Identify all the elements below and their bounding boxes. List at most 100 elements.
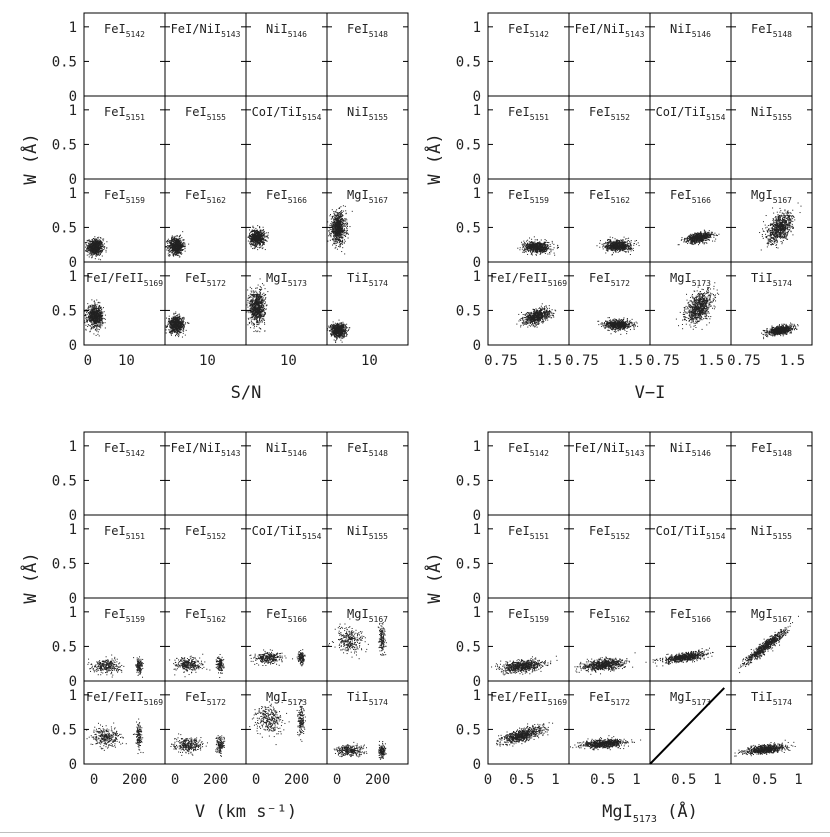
data-point — [171, 323, 173, 325]
data-point — [91, 316, 93, 318]
data-point — [252, 316, 254, 318]
data-point — [340, 218, 342, 220]
data-point — [178, 318, 180, 320]
data-point — [166, 239, 168, 241]
data-point — [85, 249, 87, 251]
data-point — [92, 323, 94, 325]
data-point — [90, 243, 92, 245]
data-point — [344, 232, 346, 234]
data-point — [345, 222, 347, 224]
data-point — [262, 244, 264, 246]
data-point — [252, 231, 254, 233]
data-point — [180, 248, 182, 250]
data-point — [98, 251, 100, 253]
data-point — [331, 231, 333, 233]
data-point — [261, 240, 263, 242]
data-point — [96, 320, 98, 322]
data-point — [263, 244, 265, 246]
data-point — [179, 252, 181, 254]
data-point — [259, 244, 261, 246]
data-point — [252, 324, 254, 326]
data-point — [258, 230, 260, 232]
data-point — [95, 309, 97, 311]
data-point — [254, 248, 256, 250]
data-point — [332, 238, 334, 240]
data-point — [335, 231, 337, 233]
data-point — [176, 326, 178, 328]
data-point — [182, 246, 184, 248]
data-point — [178, 244, 180, 246]
data-point — [174, 330, 176, 332]
data-point — [263, 231, 265, 233]
data-point — [94, 325, 96, 327]
data-point — [250, 309, 252, 311]
data-point — [264, 239, 266, 241]
data-point — [99, 318, 101, 320]
data-point — [342, 225, 344, 227]
data-point — [338, 236, 340, 238]
data-point — [262, 232, 264, 234]
data-point — [257, 330, 259, 332]
data-point — [95, 309, 97, 311]
data-point — [333, 239, 335, 241]
data-point — [265, 293, 267, 295]
data-point — [94, 315, 96, 317]
data-point — [250, 321, 252, 323]
data-point — [92, 307, 94, 309]
data-point — [96, 304, 98, 306]
data-point — [178, 248, 180, 250]
data-point — [338, 245, 340, 247]
data-point — [341, 215, 343, 217]
data-point — [256, 244, 258, 246]
data-point — [167, 318, 169, 320]
data-point — [178, 326, 180, 328]
data-point — [93, 316, 95, 318]
data-point — [98, 245, 100, 247]
data-point — [172, 253, 174, 255]
data-point — [339, 217, 341, 219]
scatter-points — [327, 205, 353, 255]
data-point — [97, 252, 99, 254]
data-point — [177, 324, 179, 326]
data-point — [93, 323, 95, 325]
data-point — [256, 231, 258, 233]
data-point — [167, 324, 169, 326]
data-point — [179, 247, 181, 249]
data-point — [94, 236, 96, 238]
data-point — [175, 253, 177, 255]
data-point — [84, 322, 86, 324]
cell-label-name: FeI — [266, 188, 288, 202]
data-point — [334, 247, 336, 249]
data-point — [177, 249, 179, 251]
data-point — [177, 239, 179, 241]
data-point — [173, 236, 175, 238]
data-point — [99, 314, 101, 316]
data-point — [174, 244, 176, 246]
data-point — [168, 254, 170, 256]
data-point — [338, 227, 340, 229]
data-point — [97, 247, 99, 249]
data-point — [337, 234, 339, 236]
cell-label: FeI5162 — [185, 188, 226, 205]
data-point — [87, 240, 89, 242]
data-point — [175, 248, 177, 250]
data-point — [181, 241, 183, 243]
data-point — [94, 327, 96, 329]
data-point — [260, 238, 262, 240]
data-point — [100, 323, 102, 325]
data-point — [182, 330, 184, 332]
data-point — [89, 320, 91, 322]
data-point — [257, 225, 259, 227]
data-point — [338, 223, 340, 225]
data-point — [84, 315, 86, 317]
data-point — [334, 218, 336, 220]
data-point — [93, 309, 95, 311]
data-point — [104, 322, 106, 324]
data-point — [179, 241, 181, 243]
data-point — [252, 225, 254, 227]
data-point — [254, 229, 256, 231]
data-point — [168, 246, 170, 248]
data-point — [173, 329, 175, 331]
data-point — [94, 247, 96, 249]
data-point — [95, 308, 97, 310]
